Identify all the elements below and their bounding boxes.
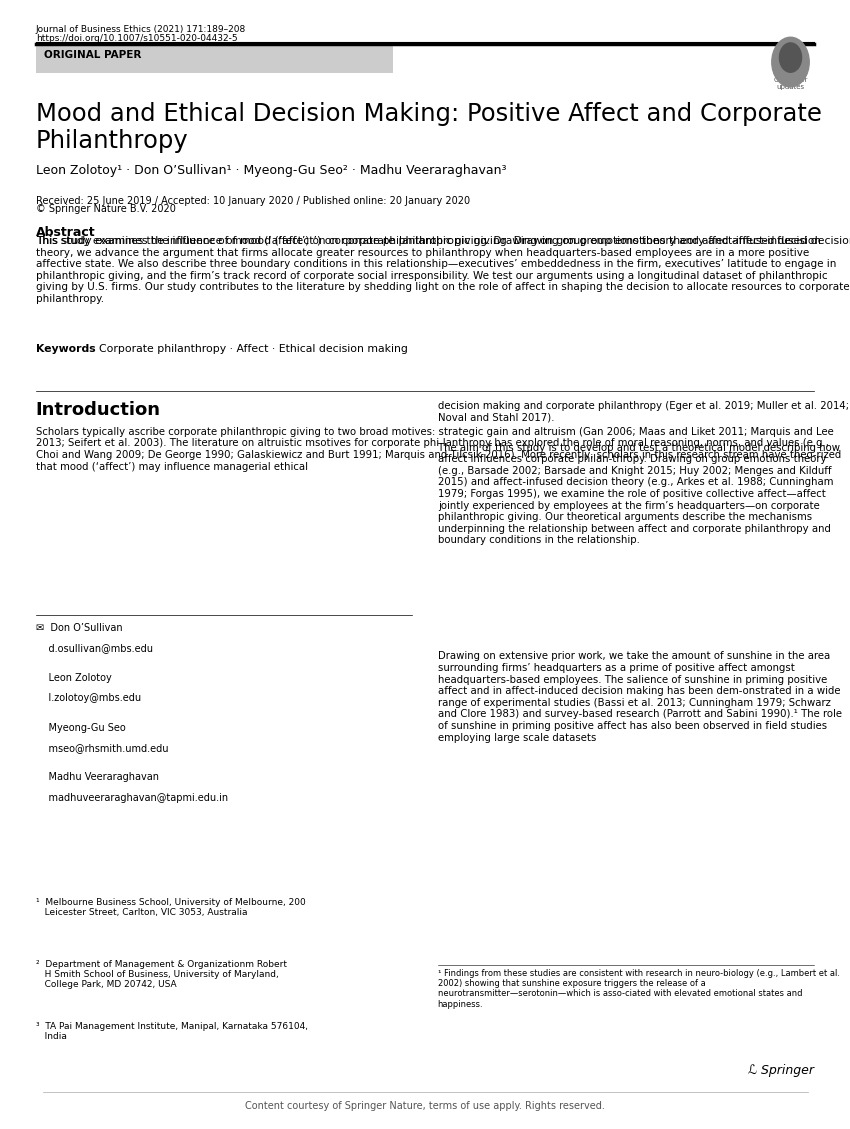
Text: mseo@rhsmith.umd.edu: mseo@rhsmith.umd.edu: [36, 743, 168, 753]
Text: Mood and Ethical Decision Making: Positive Affect and Corporate
Philanthropy: Mood and Ethical Decision Making: Positi…: [36, 102, 822, 154]
Text: ²  Department of Management & Organizationm Robert
   H Smith School of Business: ² Department of Management & Organizatio…: [36, 960, 286, 989]
Text: ³  TA Pai Management Institute, Manipal, Karnataka 576104,
   India: ³ TA Pai Management Institute, Manipal, …: [36, 1022, 308, 1041]
Text: ¹  Melbourne Business School, University of Melbourne, 200
   Leicester Street, : ¹ Melbourne Business School, University …: [36, 898, 305, 917]
Text: https://doi.org/10.1007/s10551-020-04432-5: https://doi.org/10.1007/s10551-020-04432…: [36, 34, 237, 43]
Circle shape: [779, 43, 802, 72]
Text: ORIGINAL PAPER: ORIGINAL PAPER: [44, 50, 142, 60]
Text: Drawing on extensive prior work, we take the amount of sunshine in the area surr: Drawing on extensive prior work, we take…: [438, 651, 842, 743]
Text: Madhu Veeraraghavan: Madhu Veeraraghavan: [36, 772, 159, 782]
Text: Corporate philanthropy · Affect · Ethical decision making: Corporate philanthropy · Affect · Ethica…: [99, 344, 408, 355]
Text: l.zolotoy@mbs.edu: l.zolotoy@mbs.edu: [36, 693, 141, 703]
Text: Introduction: Introduction: [36, 401, 161, 419]
Text: Leon Zolotoy: Leon Zolotoy: [36, 673, 111, 683]
Text: d.osullivan@mbs.edu: d.osullivan@mbs.edu: [36, 644, 153, 654]
Text: © Springer Nature B.V. 2020: © Springer Nature B.V. 2020: [36, 204, 176, 215]
Text: Content courtesy of Springer Nature, terms of use apply. Rights reserved.: Content courtesy of Springer Nature, ter…: [245, 1101, 605, 1111]
Text: madhuveeraraghavan@tapmi.edu.in: madhuveeraraghavan@tapmi.edu.in: [36, 793, 228, 803]
Text: decision making and corporate philanthropy (Eger et al. 2019; Muller et al. 2014: decision making and corporate philanthro…: [438, 401, 849, 422]
Text: Check for
updates: Check for updates: [774, 77, 807, 90]
Text: The aim of this study is to develop and test a theoretical model describing how : The aim of this study is to develop and …: [438, 443, 840, 545]
Text: This study examines the influence of mood (‘affect’) on corporate philanthropic : This study examines the influence of moo…: [36, 236, 850, 246]
Text: Received: 25 June 2019 / Accepted: 10 January 2020 / Published online: 20 Januar: Received: 25 June 2019 / Accepted: 10 Ja…: [36, 196, 470, 207]
Text: ℒ Springer: ℒ Springer: [748, 1064, 814, 1077]
Text: ¹ Findings from these studies are consistent with research in neuro-biology (e.g: ¹ Findings from these studies are consis…: [438, 969, 840, 1009]
Text: Journal of Business Ethics (2021) 171:189–208: Journal of Business Ethics (2021) 171:18…: [36, 25, 246, 34]
Text: This study examines the influence of mood (‘affect’) on corporate philanthropic : This study examines the influence of moo…: [36, 236, 849, 304]
Text: Scholars typically ascribe corporate philanthropic giving to two broad motives: : Scholars typically ascribe corporate phi…: [36, 427, 841, 472]
Text: ✉  Don O’Sullivan: ✉ Don O’Sullivan: [36, 623, 122, 633]
Text: Myeong-Gu Seo: Myeong-Gu Seo: [36, 723, 126, 733]
Circle shape: [772, 37, 809, 87]
Text: Keywords: Keywords: [36, 344, 103, 355]
Text: Leon Zolotoy¹ · Don O’Sullivan¹ · Myeong-Gu Seo² · Madhu Veeraraghavan³: Leon Zolotoy¹ · Don O’Sullivan¹ · Myeong…: [36, 164, 507, 177]
FancyBboxPatch shape: [36, 46, 393, 73]
Text: Abstract: Abstract: [36, 226, 95, 239]
